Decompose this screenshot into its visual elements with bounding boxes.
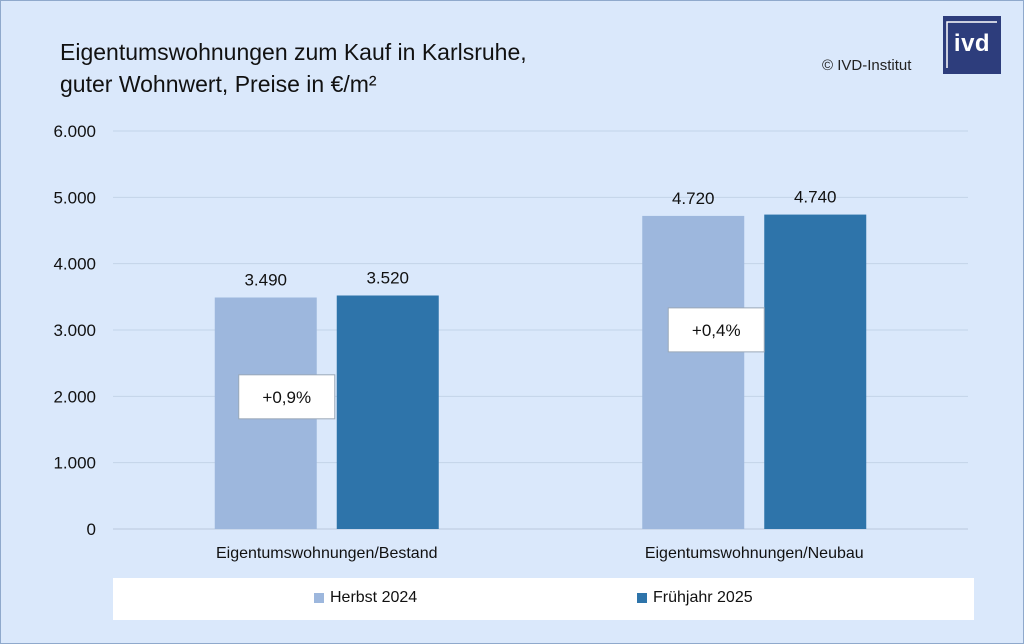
data-label-0-1: 3.520 (366, 269, 409, 288)
x-category-label-1: Eigentumswohnungen/Neubau (645, 545, 864, 562)
chart-title-line1: Eigentumswohnungen zum Kauf in Karlsruhe… (60, 39, 527, 65)
chart-title: Eigentumswohnungen zum Kauf in Karlsruhe… (60, 36, 527, 100)
legend-label-fruehjahr-2025: Frühjahr 2025 (653, 589, 753, 606)
legend-label-herbst-2024: Herbst 2024 (330, 589, 418, 606)
data-label-0-0: 3.490 (244, 270, 287, 289)
y-tick-label-3: 3.000 (53, 321, 96, 340)
legend-swatch-fruehjahr-2025 (637, 593, 647, 603)
y-tick-label-1: 1.000 (53, 454, 96, 473)
data-label-1-1: 4.740 (794, 188, 837, 207)
chart-title-line2: guter Wohnwert, Preise in €/m² (60, 71, 377, 97)
annotation-label-1: +0,4% (692, 321, 741, 340)
bar-1-0 (642, 215, 745, 529)
legend-item-herbst-2024: Herbst 2024 (314, 589, 417, 607)
y-tick-label-6: 6.000 (53, 122, 96, 141)
annotation-box-0 (238, 374, 336, 420)
logo-text: ivd (953, 30, 991, 57)
annotation-box-1 (667, 307, 765, 353)
y-tick-label-5: 5.000 (53, 188, 96, 207)
y-tick-label-2: 2.000 (53, 387, 96, 406)
data-label-1-0: 4.720 (672, 189, 715, 208)
y-tick-label-4: 4.000 (53, 255, 96, 274)
legend: Herbst 2024 Frühjahr 2025 (113, 578, 974, 620)
logo-shape (943, 16, 1001, 74)
annotation-label-0: +0,9% (262, 388, 311, 407)
bar-1-1 (764, 214, 867, 529)
copyright-text: © IVD-Institut (822, 57, 912, 74)
legend-swatch-herbst-2024 (314, 593, 324, 603)
y-tick-label-0: 0 (87, 520, 96, 539)
legend-item-fruehjahr-2025: Frühjahr 2025 (637, 589, 753, 607)
bar-0-1 (336, 295, 439, 529)
x-category-label-0: Eigentumswohnungen/Bestand (216, 545, 438, 562)
ivd-logo: ivd (943, 16, 1001, 74)
